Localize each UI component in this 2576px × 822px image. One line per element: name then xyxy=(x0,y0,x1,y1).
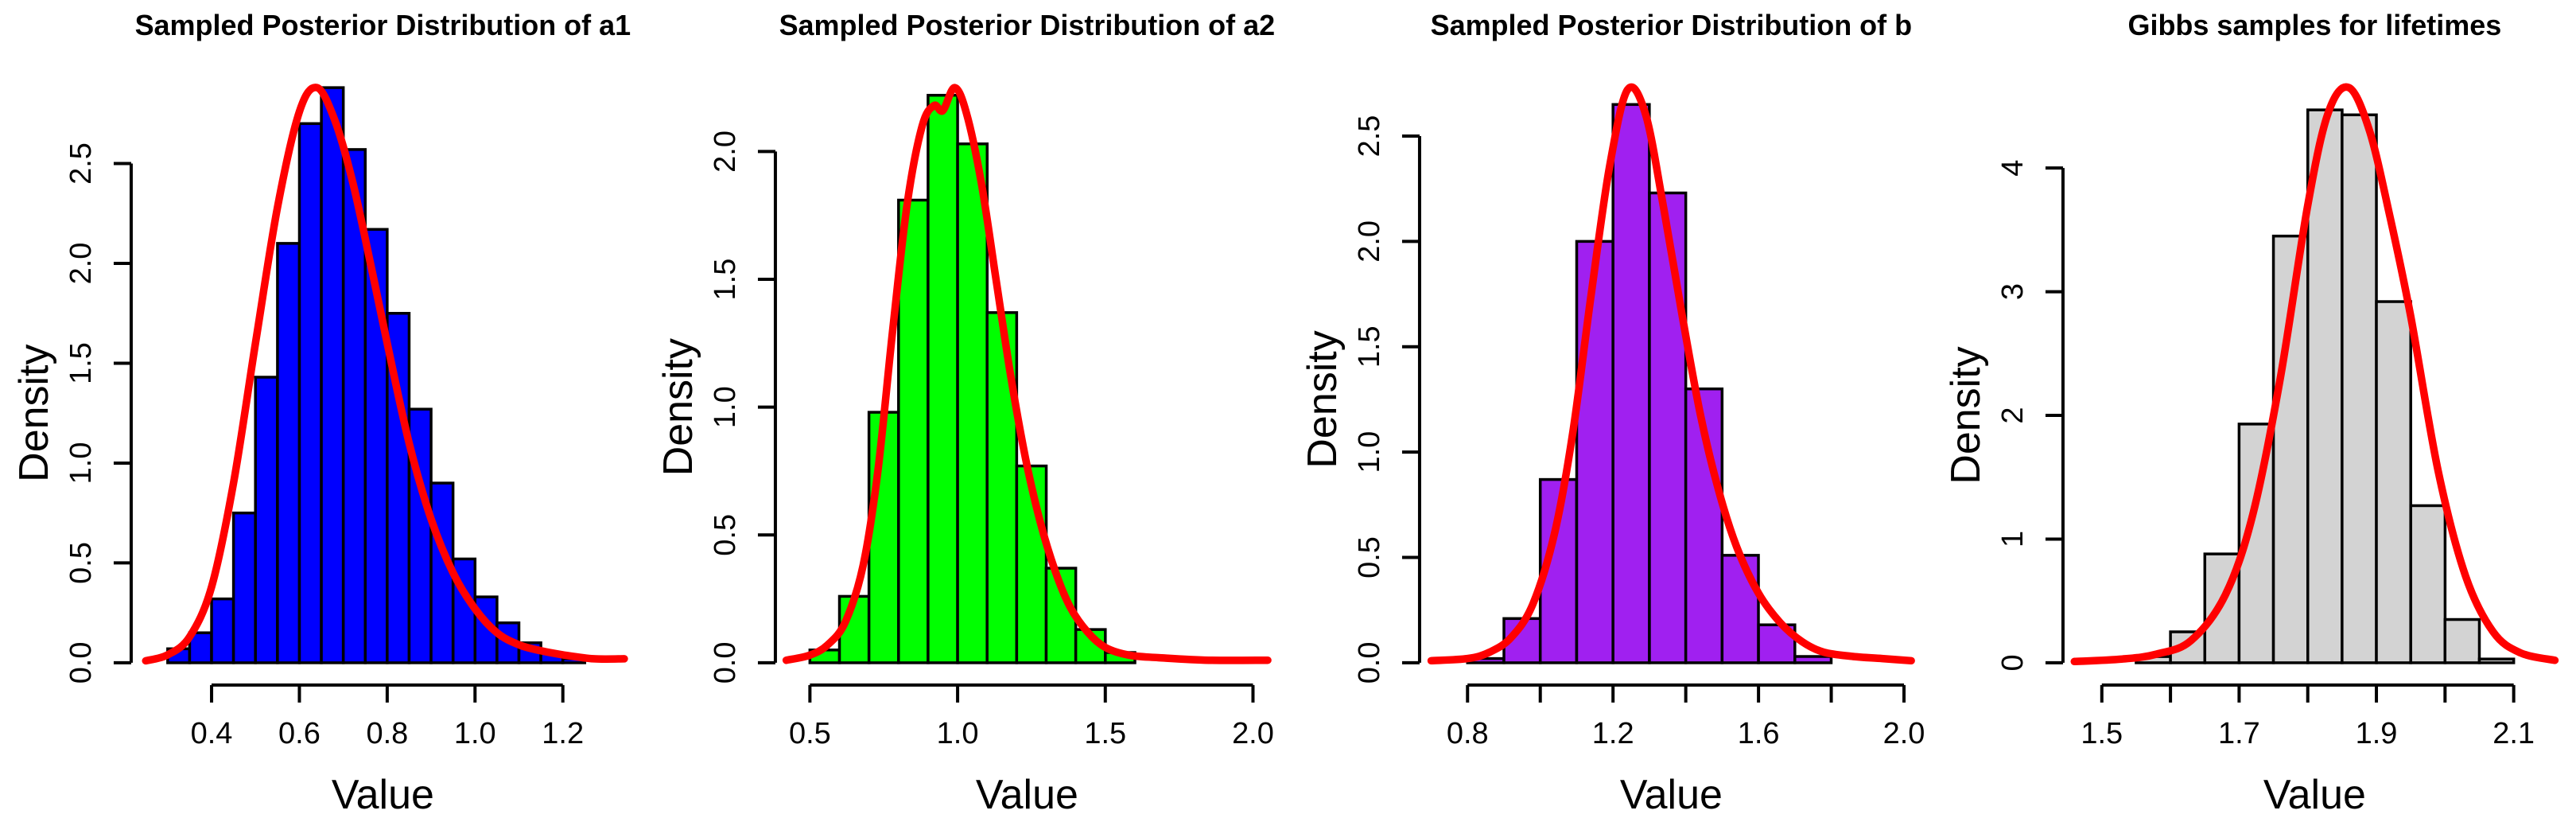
y-tick-label: 1.5 xyxy=(709,259,742,301)
plot-panel-a1: Sampled Posterior Distribution of a1 0.0 0… xyxy=(0,0,644,822)
histogram-bar xyxy=(320,86,345,664)
x-tick-label: 2.0 xyxy=(1232,717,1274,750)
y-tick-label: 2.0 xyxy=(64,243,98,285)
y-tick-label: 1.5 xyxy=(64,342,98,384)
histogram-bar xyxy=(2409,504,2447,664)
histogram-bar xyxy=(2306,108,2344,664)
plot-title: Sampled Posterior Distribution of b xyxy=(1430,9,1912,41)
y-axis-label: Density xyxy=(655,338,701,476)
x-axis xyxy=(1465,683,1906,703)
y-tick-label: 0.5 xyxy=(64,542,98,584)
x-tick-label: 0.5 xyxy=(789,717,831,750)
x-tick-label: 1.0 xyxy=(454,717,496,750)
y-tick-label: 1.0 xyxy=(709,386,742,428)
y-tick-label: 2 xyxy=(1996,407,2030,423)
plot-panel-b: Sampled Posterior Distribution of b 0.0 0.… xyxy=(1288,0,1933,822)
y-tick-label: 2.5 xyxy=(1352,115,1385,158)
x-tick-label: 1.2 xyxy=(542,717,584,750)
y-tick-label: 3 xyxy=(1996,283,2030,300)
x-axis-label: Value xyxy=(1619,772,1722,818)
x-tick-label: 0.4 xyxy=(191,717,233,750)
histogram-bar xyxy=(1647,191,1687,664)
histogram-bar xyxy=(2477,657,2516,664)
histogram-bar xyxy=(867,411,900,664)
x-axis-label: Value xyxy=(2263,772,2366,818)
histogram-bar xyxy=(956,142,989,664)
y-tick-label: 0.5 xyxy=(709,514,742,556)
y-tick-label: 0 xyxy=(1996,654,2030,671)
y-tick-label: 0.5 xyxy=(1352,536,1385,579)
plot-canvas-lifetimes: Gibbs samples for lifetimes 0 1 2 3 4 Density 1… xyxy=(1943,9,2559,818)
histogram-bar xyxy=(1756,623,1797,664)
histogram-bar xyxy=(210,597,235,664)
x-axis-label: Value xyxy=(332,772,434,818)
y-axis xyxy=(113,162,133,664)
x-tick-label: 1.0 xyxy=(936,717,978,750)
plot-canvas-b: Sampled Posterior Distribution of b 0.0 0.… xyxy=(1299,9,1925,818)
histogram-bar xyxy=(231,511,257,664)
plot-panel-a2: Sampled Posterior Distribution of a2 0.0 0… xyxy=(644,0,1288,822)
y-axis-label: Density xyxy=(1943,346,1989,484)
histogram-bar xyxy=(1575,240,1614,664)
plot-canvas-a1: Sampled Posterior Distribution of a1 0.0 0… xyxy=(11,9,631,818)
y-tick-label: 2.0 xyxy=(709,131,742,173)
x-tick-label: 2.0 xyxy=(1882,717,1925,750)
plot-panel-lifetimes: Gibbs samples for lifetimes 0 1 2 3 4 Density 1… xyxy=(1932,0,2576,822)
histogram-bar xyxy=(2443,617,2481,664)
y-tick-label: 1.0 xyxy=(64,442,98,485)
density-curve xyxy=(2070,83,2559,666)
plot-canvas-a2: Sampled Posterior Distribution of a2 0.0 0… xyxy=(655,9,1275,818)
histogram-bars xyxy=(2135,108,2516,664)
x-tick-label: 0.8 xyxy=(366,717,408,750)
histogram-bar xyxy=(2375,300,2413,664)
x-axis-label: Value xyxy=(976,772,1078,818)
x-axis xyxy=(808,683,1255,703)
x-axis xyxy=(2100,683,2516,703)
x-tick-label: 1.5 xyxy=(1084,717,1126,750)
histogram-bar xyxy=(1720,554,1760,664)
plot-title: Sampled Posterior Distribution of a1 xyxy=(135,9,631,41)
y-tick-label: 2.0 xyxy=(1352,220,1385,263)
plot-title: Sampled Posterior Distribution of a2 xyxy=(779,9,1275,41)
y-axis xyxy=(757,150,777,664)
x-tick-label: 0.6 xyxy=(278,717,321,750)
histogram-bar xyxy=(1610,103,1651,664)
histogram-bar xyxy=(2341,113,2379,664)
x-axis xyxy=(210,683,565,703)
density-curve xyxy=(1427,83,1915,665)
y-tick-label: 1 xyxy=(1996,531,2030,547)
x-tick-label: 1.2 xyxy=(1591,717,1634,750)
y-tick-label: 0.0 xyxy=(64,642,98,684)
histogram-bars xyxy=(1465,103,1832,664)
histogram-bar xyxy=(297,122,323,664)
x-tick-label: 0.8 xyxy=(1446,717,1488,750)
histogram-bar xyxy=(254,376,279,664)
y-tick-label: 0.0 xyxy=(1352,642,1385,684)
y-axis xyxy=(1401,134,1421,664)
plot-title: Gibbs samples for lifetimes xyxy=(2128,9,2502,41)
y-axis-label: Density xyxy=(1299,330,1345,468)
x-tick-label: 1.7 xyxy=(2218,717,2260,750)
histogram-bar xyxy=(276,242,301,664)
y-tick-label: 1.5 xyxy=(1352,325,1385,368)
histogram-bars xyxy=(166,86,587,664)
y-axis xyxy=(2046,166,2065,664)
density-curve xyxy=(142,84,628,665)
x-tick-label: 1.6 xyxy=(1737,717,1779,750)
histogram-bar xyxy=(926,93,959,664)
x-tick-label: 1.5 xyxy=(2081,717,2123,750)
histogram-bar xyxy=(896,198,930,664)
y-tick-label: 0.0 xyxy=(709,642,742,684)
x-tick-label: 1.9 xyxy=(2356,717,2398,750)
density-curve xyxy=(782,84,1272,664)
x-tick-label: 2.1 xyxy=(2493,717,2535,750)
histogram-bar xyxy=(1793,655,1832,664)
y-axis-label: Density xyxy=(11,345,57,482)
y-tick-label: 4 xyxy=(1996,160,2030,177)
y-tick-label: 2.5 xyxy=(64,142,98,185)
y-tick-label: 1.0 xyxy=(1352,431,1385,473)
